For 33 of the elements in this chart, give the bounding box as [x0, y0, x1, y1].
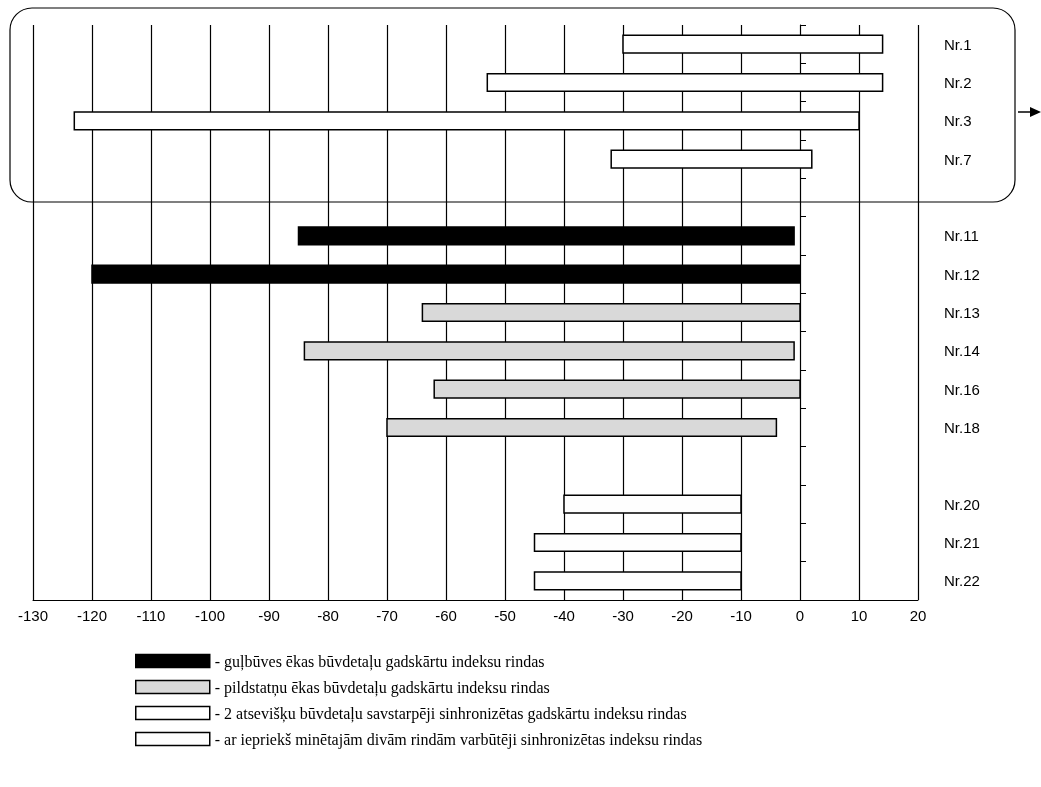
x-tick-label: 10	[850, 607, 868, 624]
x-tick-label: -130	[17, 607, 49, 624]
y-tick-label: Nr.13	[944, 304, 980, 321]
legend-label: - ar iepriekš minētajām divām rindām varbūtēji sinhronizētas indeksu rindas	[214, 730, 703, 749]
y-tick-label: Nr.21	[944, 534, 980, 551]
y-tick-label: Nr.18	[944, 419, 980, 436]
y-tick-label: Nr.16	[944, 380, 980, 398]
x-tick-label: -120	[76, 607, 108, 624]
x-tick-label: -70	[376, 607, 398, 624]
legend-label: - pildstatņu ēkas būvdetaļu gadskārtu indeksu rindas	[214, 678, 550, 697]
y-tick-label: Nr.20	[944, 495, 980, 513]
y-tick-label: Nr.2	[944, 74, 972, 91]
legend-label: - guļbūves ēkas būvdetaļu gadskārtu indeksu rindas	[214, 652, 545, 671]
x-tick-label: -60	[435, 607, 457, 624]
y-tick-label: Nr.3	[944, 112, 972, 130]
y-tick-label: Nr.22	[944, 572, 980, 590]
x-tick-label: -100	[194, 607, 226, 624]
y-tick-label: Nr.14	[944, 342, 980, 360]
y-tick-label: Nr.1	[944, 35, 972, 53]
x-tick-label: -50	[494, 607, 516, 624]
legend-label: - 2 atsevišķu būvdetaļu savstarpēji sinhronizētas gadskārtu indeksu rindas	[214, 704, 687, 723]
x-tick-label: 20	[909, 607, 927, 624]
x-tick-label: -80	[317, 607, 339, 624]
x-tick-label: -10	[730, 607, 752, 624]
y-tick-label: Nr.12	[944, 265, 980, 283]
x-tick-label: -110	[136, 607, 166, 624]
x-tick-label: -90	[258, 607, 280, 624]
x-tick-label: 0	[795, 607, 805, 624]
y-tick-label: Nr.7	[944, 150, 972, 168]
x-tick-label: -40	[553, 607, 575, 624]
x-tick-label: -30	[612, 607, 634, 624]
y-tick-label: Nr.11	[944, 227, 979, 245]
x-tick-label: -20	[671, 607, 693, 624]
